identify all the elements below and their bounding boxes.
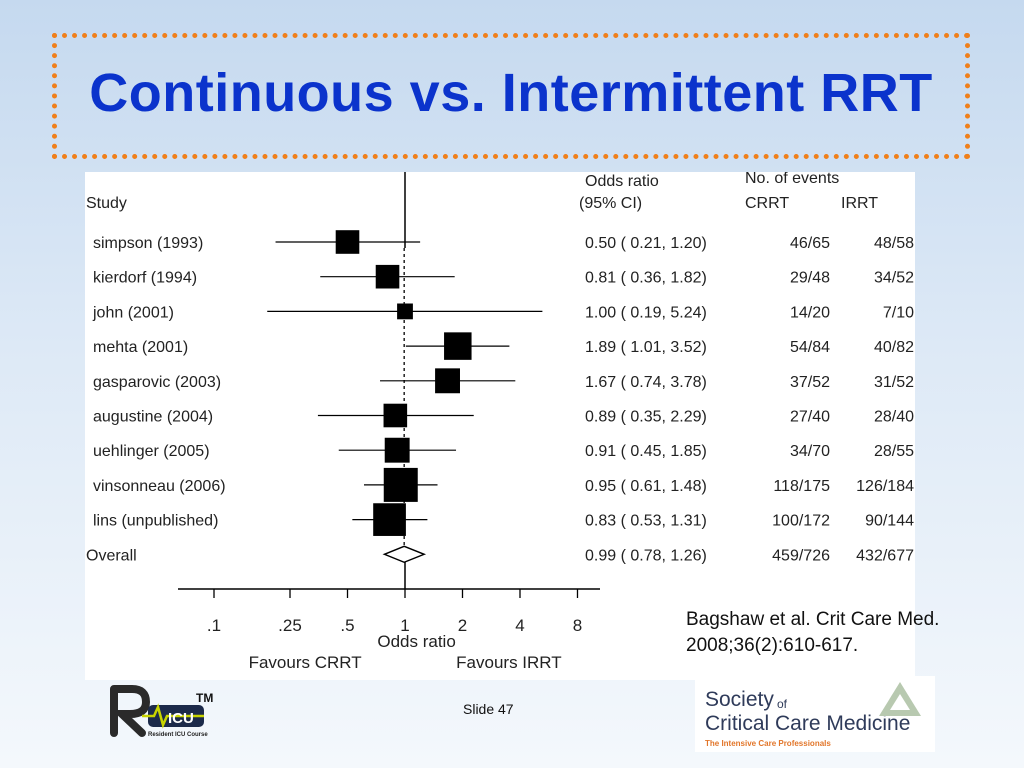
study-crrt-events: 46/65 bbox=[790, 235, 830, 252]
ricu-subtitle: Resident ICU Course bbox=[148, 732, 208, 738]
title-frame: Continuous vs. Intermittent RRT bbox=[52, 33, 970, 159]
overall-diamond bbox=[382, 545, 427, 564]
overall-ci-text: 0.99 ( 0.78, 1.26) bbox=[585, 547, 707, 564]
study-or-marker bbox=[397, 303, 413, 320]
header-odds-ratio: Odds ratio bbox=[585, 173, 659, 190]
header-ci: (95% CI) bbox=[579, 195, 642, 212]
study-crrt-events: 34/70 bbox=[790, 443, 830, 460]
study-or-marker bbox=[375, 264, 400, 289]
study-irrt-events: 90/144 bbox=[865, 513, 914, 530]
study-crrt-events: 29/48 bbox=[790, 270, 830, 287]
study-irrt-events: 34/52 bbox=[874, 270, 914, 287]
study-crrt-events: 27/40 bbox=[790, 409, 830, 426]
study-irrt-events: 28/55 bbox=[874, 443, 914, 460]
study-or-marker bbox=[373, 503, 406, 536]
study-irrt-events: 31/52 bbox=[874, 374, 914, 391]
study-irrt-events: 7/10 bbox=[883, 304, 914, 321]
study-ci-text: 1.67 ( 0.74, 3.78) bbox=[585, 374, 707, 391]
svg-text:ICU: ICU bbox=[168, 710, 194, 727]
study-or-marker bbox=[444, 332, 472, 360]
study-or-marker bbox=[383, 403, 408, 428]
sccm-name: Critical Care Medicine bbox=[705, 712, 911, 735]
study-or-marker bbox=[384, 437, 410, 463]
overall-crrt-events: 459/726 bbox=[772, 547, 830, 564]
study-ci-text: 0.50 ( 0.21, 1.20) bbox=[585, 235, 707, 252]
study-label: gasparovic (2003) bbox=[93, 374, 221, 391]
study-label: augustine (2004) bbox=[93, 409, 213, 426]
forest-plot-panel: Study Odds ratio (95% CI) No. of events CRRT… bbox=[85, 172, 915, 680]
study-label: uehlinger (2005) bbox=[93, 443, 210, 460]
sccm-triangle-icon bbox=[879, 682, 921, 716]
header-irrt: IRRT bbox=[841, 195, 878, 212]
ricu-logo: ICU TM Resident ICU Course bbox=[108, 683, 228, 745]
study-crrt-events: 14/20 bbox=[790, 304, 830, 321]
study-label: vinsonneau (2006) bbox=[93, 478, 226, 495]
citation-journal: Bagshaw et al. Crit Care Med. bbox=[686, 609, 940, 630]
study-or-marker bbox=[335, 230, 360, 254]
study-irrt-events: 126/184 bbox=[856, 478, 914, 495]
study-irrt-events: 48/58 bbox=[874, 235, 914, 252]
study-label: kierdorf (1994) bbox=[93, 270, 197, 287]
x-axis-title: Odds ratio bbox=[377, 632, 455, 651]
study-ci-text: 1.00 ( 0.19, 5.24) bbox=[585, 304, 707, 321]
sccm-logo: Society of Critical Care Medicine The In… bbox=[695, 676, 935, 752]
study-ci-text: 1.89 ( 1.01, 3.52) bbox=[585, 339, 707, 356]
forest-plot: Study Odds ratio (95% CI) No. of events CRRT… bbox=[86, 172, 914, 672]
header-crrt: CRRT bbox=[745, 195, 789, 212]
study-ci-text: 0.81 ( 0.36, 1.82) bbox=[585, 270, 707, 287]
favours-irrt-label: Favours IRRT bbox=[456, 653, 562, 672]
sccm-tagline: The Intensive Care Professionals bbox=[705, 739, 831, 748]
study-ci-text: 0.95 ( 0.61, 1.48) bbox=[585, 478, 707, 495]
ricu-trademark: TM bbox=[196, 691, 214, 705]
study-crrt-events: 100/172 bbox=[772, 513, 830, 530]
sccm-society: Society bbox=[705, 688, 774, 711]
study-label: mehta (2001) bbox=[93, 339, 188, 356]
x-tick-label: 8 bbox=[573, 616, 582, 635]
study-label: john (2001) bbox=[92, 304, 174, 321]
header-events: No. of events bbox=[745, 172, 839, 187]
slide-number: Slide 47 bbox=[463, 701, 514, 717]
overall-irrt-events: 432/677 bbox=[856, 547, 914, 564]
study-irrt-events: 28/40 bbox=[874, 409, 914, 426]
study-label: simpson (1993) bbox=[93, 235, 203, 252]
study-crrt-events: 118/175 bbox=[773, 478, 830, 495]
x-tick-label: .5 bbox=[340, 616, 354, 635]
ricu-logo-graphic: ICU bbox=[110, 685, 204, 737]
study-ci-text: 0.83 ( 0.53, 1.31) bbox=[585, 513, 707, 530]
favours-crrt-label: Favours CRRT bbox=[249, 653, 362, 672]
study-crrt-events: 37/52 bbox=[790, 374, 830, 391]
study-crrt-events: 54/84 bbox=[790, 339, 830, 356]
study-or-marker bbox=[435, 368, 460, 394]
x-tick-label: 1 bbox=[400, 616, 409, 635]
study-ci-text: 0.91 ( 0.45, 1.85) bbox=[585, 443, 707, 460]
x-tick-label: .1 bbox=[207, 616, 221, 635]
header-study: Study bbox=[86, 195, 127, 212]
x-tick-label: .25 bbox=[278, 616, 302, 635]
x-tick-label: 2 bbox=[458, 616, 467, 635]
study-label: lins (unpublished) bbox=[93, 513, 218, 530]
x-tick-label: 4 bbox=[515, 616, 524, 635]
slide-title: Continuous vs. Intermittent RRT bbox=[89, 63, 933, 123]
study-ci-text: 0.89 ( 0.35, 2.29) bbox=[585, 409, 707, 426]
citation-volume: 2008;36(2):610-617. bbox=[686, 635, 859, 656]
overall-label: Overall bbox=[86, 547, 137, 564]
study-or-marker bbox=[383, 467, 418, 502]
sccm-of: of bbox=[777, 697, 788, 711]
study-irrt-events: 40/82 bbox=[874, 339, 914, 356]
